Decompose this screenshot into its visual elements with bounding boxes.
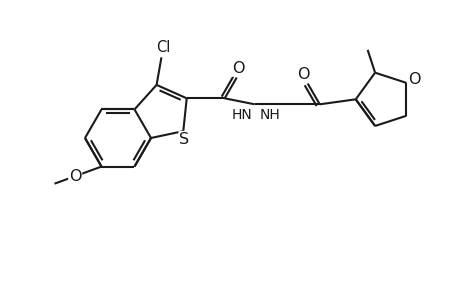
Text: S: S: [179, 132, 189, 147]
Text: O: O: [407, 72, 420, 87]
Text: HN: HN: [231, 108, 252, 122]
Text: O: O: [297, 67, 309, 82]
Text: O: O: [232, 61, 245, 76]
Text: Cl: Cl: [156, 40, 170, 55]
Text: NH: NH: [259, 108, 280, 122]
Text: O: O: [69, 169, 81, 184]
